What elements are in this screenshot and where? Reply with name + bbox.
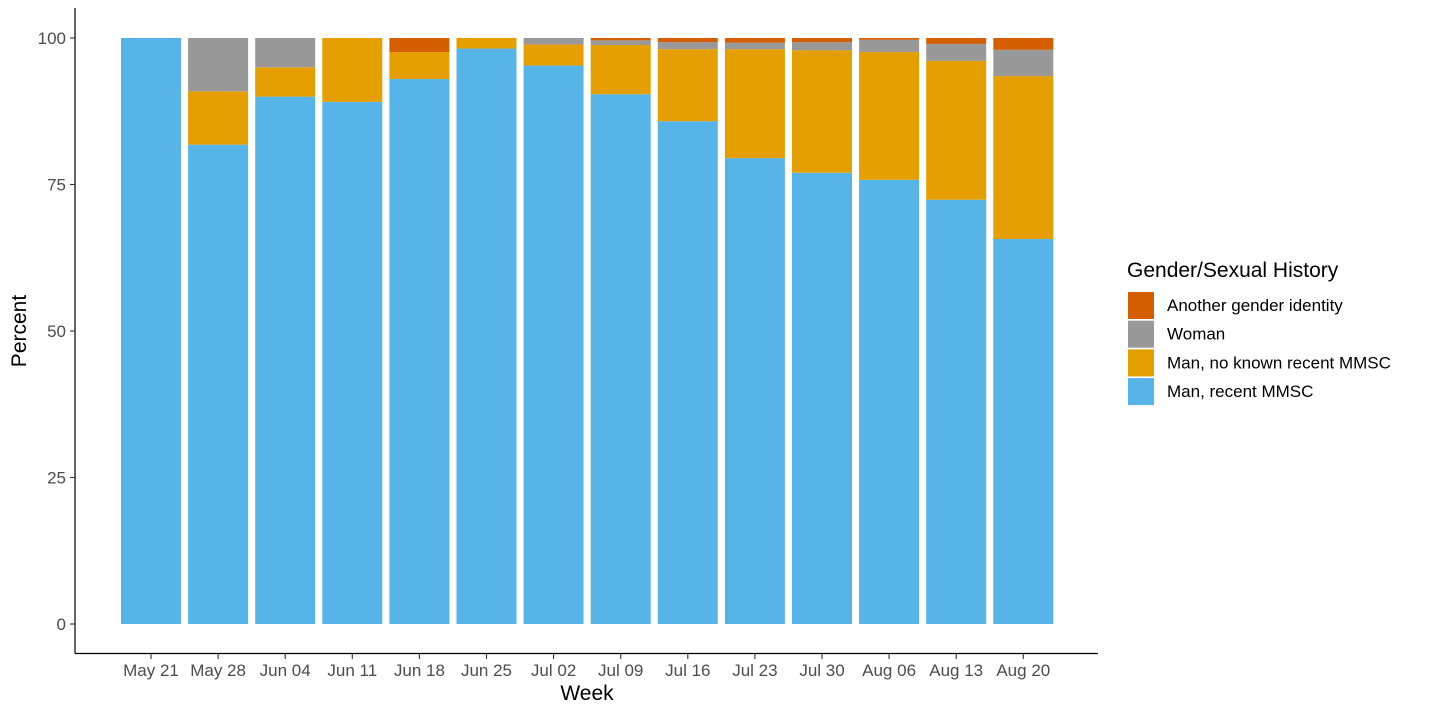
bar-segment-2-3 [255,67,316,97]
bar-segment-3-7 [523,38,584,45]
bar-segment-4-12 [859,38,920,40]
bar-segment-1-3 [255,96,316,625]
bar-segment-4-5 [389,38,450,53]
x-tick-label-13: Aug 13 [929,661,983,680]
bar-segment-4-8 [590,38,651,41]
y-tick-label-75: 75 [47,176,66,195]
bar-segment-3-11 [792,42,852,51]
y-tick-label-25: 25 [47,469,66,488]
legend-label-2: Woman [1167,325,1225,344]
bar-segment-4-9 [657,38,718,43]
bar-segment-2-10 [724,49,785,159]
bars-layer [121,38,1054,625]
y-tick-label-100: 100 [38,29,66,48]
legend-label-4: Man, recent MMSC [1167,382,1313,401]
bar-segment-2-8 [590,45,651,95]
bar-segment-3-10 [724,42,785,50]
x-tick-label-11: Jul 30 [799,661,844,680]
x-axis-title: Week [560,682,614,705]
legend-key-1 [1128,292,1154,319]
x-tick-label-1: May 21 [123,661,179,680]
bar-segment-1-10 [724,158,785,624]
bar-segment-3-9 [657,42,718,50]
bar-segment-2-14 [993,76,1054,239]
bar-segment-1-7 [523,65,584,625]
bar-segment-2-2 [188,91,249,145]
x-tick-label-6: Jun 25 [461,661,512,680]
bar-segment-3-3 [255,38,316,68]
bar-segment-1-5 [389,79,450,624]
bar-segment-4-14 [993,38,1054,50]
x-tick-label-14: Aug 20 [996,661,1050,680]
bar-segment-2-11 [792,50,852,173]
bar-segment-2-9 [657,49,718,122]
bar-segment-2-4 [322,38,383,102]
bar-segment-2-5 [389,52,450,80]
y-axis-title: Percent [8,295,31,368]
legend-label-3: Man, no known recent MMSC [1167,353,1391,372]
legend-title: Gender/Sexual History [1127,259,1339,282]
legend-key-3 [1128,349,1154,377]
x-tick-label-4: Jun 11 [327,661,377,680]
y-tick-label-0: 0 [57,615,66,634]
bar-segment-1-12 [859,179,920,624]
bar-segment-1-6 [456,48,517,625]
x-tick-label-12: Aug 06 [862,661,916,680]
bar-segment-2-7 [523,44,584,66]
x-tick-label-7: Jul 02 [531,661,576,680]
bar-segment-4-13 [926,38,987,44]
y-tick-label-50: 50 [47,322,66,341]
x-tick-label-5: Jun 18 [394,661,445,680]
x-tick-label-10: Jul 23 [732,661,777,680]
bar-segment-1-2 [188,144,249,624]
bar-segment-1-11 [792,172,852,624]
bar-segment-3-12 [859,39,920,53]
bar-segment-1-13 [926,199,987,625]
x-tick-label-9: Jul 16 [665,661,710,680]
axes-layer: 0 25 50 75 100 May 21 May 28 Jun 04 Jun 11 Jun 18… [38,8,1098,680]
bar-segment-1-14 [993,239,1054,624]
bar-segment-2-6 [456,38,517,49]
bar-segment-2-12 [859,52,920,180]
legend-key-2 [1128,320,1154,348]
legend-key-4 [1128,378,1154,406]
legend-label-1: Another gender identity [1167,296,1343,315]
bar-segment-1-8 [590,94,651,624]
bar-segment-3-14 [993,49,1054,77]
bar-segment-3-8 [590,40,651,46]
x-tick-label-3: Jun 04 [260,661,311,680]
bar-segment-3-13 [926,43,987,61]
bar-segment-1-1 [121,38,181,624]
bar-segment-3-2 [188,38,249,92]
bar-segment-2-13 [926,60,987,200]
bar-segment-4-11 [792,38,852,43]
legend: Gender/Sexual History Another gender ide… [1127,259,1391,406]
bar-segment-1-4 [322,101,383,625]
x-tick-label-8: Jul 09 [598,661,643,680]
bar-segment-1-9 [657,121,718,625]
bar-segment-4-10 [724,38,785,43]
x-tick-label-2: May 28 [190,661,246,680]
